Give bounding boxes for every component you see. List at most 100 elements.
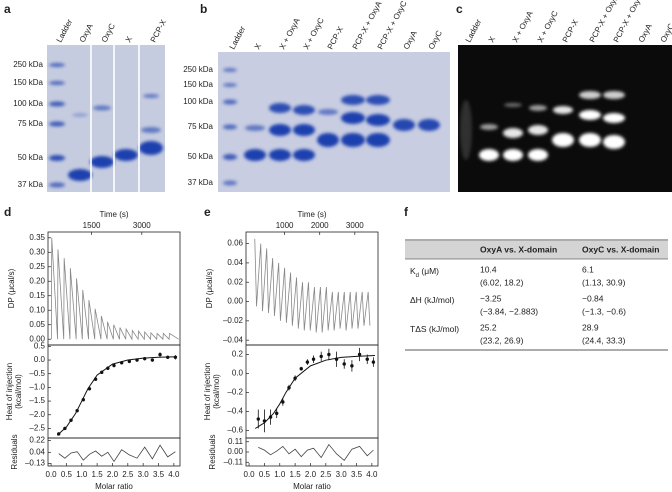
- y-tick-label: –0.6: [227, 426, 243, 435]
- y-axis-label: (kcal/mol): [212, 374, 221, 409]
- data-point: [293, 376, 297, 380]
- x-tick-label: 2.0: [305, 470, 317, 479]
- table-cell: 10.4: [480, 264, 497, 274]
- gel-band: [366, 95, 390, 105]
- table-cell: (−3.84, −2.883): [480, 306, 538, 316]
- lane-label: OxyA: [637, 22, 654, 44]
- data-point: [334, 357, 339, 361]
- data-point: [305, 360, 310, 364]
- table-header-bg: [405, 241, 668, 259]
- lane-label: X + OxyC: [536, 9, 560, 44]
- data-point: [268, 415, 273, 419]
- lane-label: PCP-X: [326, 25, 346, 51]
- lane-label: OxyC: [427, 29, 444, 51]
- table-cell: −0.84: [582, 293, 604, 303]
- data-point: [158, 352, 162, 357]
- data-point: [142, 356, 147, 361]
- splice-line: [113, 45, 115, 192]
- row-label-part: K: [410, 266, 416, 276]
- y-tick-label: –2.0: [29, 410, 45, 419]
- data-point: [281, 400, 285, 404]
- gel-band: [269, 103, 291, 113]
- marker-label: 75 kDa: [18, 119, 44, 128]
- data-point: [327, 352, 331, 357]
- lane-label: PCP-X: [561, 18, 581, 44]
- y-tick-label: 0.20: [29, 276, 45, 285]
- data-point: [342, 362, 346, 366]
- gel-band: [293, 105, 315, 115]
- data-point: [299, 367, 303, 371]
- data-point: [81, 398, 86, 402]
- data-point: [135, 358, 139, 362]
- data-point: [87, 387, 92, 391]
- x-tick-label: 0.0: [244, 470, 256, 479]
- y-tick-label: 0.30: [29, 247, 45, 256]
- y-tick-label: 0.05: [29, 320, 45, 329]
- x-axis-label: Molar ratio: [293, 482, 331, 491]
- gel-band: [72, 113, 88, 117]
- x-tick-label: 3.0: [336, 470, 348, 479]
- y-tick-label: –1.5: [29, 396, 45, 405]
- lane-label: OxyA: [402, 29, 419, 51]
- gel-band: [223, 180, 237, 186]
- gel-image: [218, 52, 450, 192]
- x-tick-label: 2.5: [320, 470, 332, 479]
- x-tick-label: 1500: [83, 221, 101, 230]
- x-tick-label: 4.0: [366, 470, 378, 479]
- x-tick-label: 3.5: [153, 470, 165, 479]
- marker-label: 150 kDa: [183, 80, 213, 89]
- gel-band: [223, 124, 237, 130]
- panel-label: b: [200, 2, 207, 16]
- gel-band: [49, 155, 65, 161]
- gel-band: [68, 169, 92, 181]
- table-cell: (1.13, 30.9): [582, 277, 626, 287]
- table-cell: 25.2: [480, 322, 497, 332]
- x-tick-label: 2000: [311, 221, 329, 230]
- data-point: [350, 364, 354, 368]
- lane-label: X + OxyA: [278, 16, 302, 51]
- gel-band: [269, 149, 291, 161]
- gel-band: [503, 128, 523, 138]
- y-tick-label: 0.00: [227, 447, 243, 456]
- y-tick-label: –1.0: [29, 383, 45, 392]
- data-point: [127, 359, 132, 364]
- data-point: [106, 366, 110, 370]
- y-tick-label: –0.02: [223, 316, 244, 325]
- lane-label: OxyC: [100, 22, 117, 44]
- panel-label: c: [456, 2, 463, 16]
- y-tick-label: 0.00: [227, 297, 243, 306]
- table-cell: (23.2, 26.9): [480, 335, 524, 345]
- y-tick-label: 0.11: [228, 437, 244, 446]
- table-cell: 28.9: [582, 322, 599, 332]
- x-tick-label: 1.5: [290, 470, 302, 479]
- x-axis-label: Molar ratio: [95, 482, 133, 491]
- table-header: OxyA vs. X-domain: [480, 244, 557, 254]
- splice-line: [90, 45, 92, 192]
- gel-band: [90, 156, 114, 168]
- gel-band: [49, 63, 65, 67]
- gel-band: [366, 133, 390, 147]
- marker-label: 250 kDa: [13, 60, 43, 69]
- gel-band: [143, 94, 159, 98]
- gel-band: [223, 68, 237, 72]
- y-tick-label: 0.35: [29, 233, 45, 242]
- gel-band: [245, 125, 265, 131]
- y-tick-label: 0.00: [29, 334, 45, 343]
- x-tick-label: 3.0: [138, 470, 150, 479]
- y-tick-label: 0.02: [227, 277, 243, 286]
- data-point: [256, 417, 260, 421]
- x-axis-label: Time (s): [297, 210, 326, 219]
- marker-label: 37 kDa: [18, 180, 44, 189]
- data-point: [365, 357, 369, 361]
- data-line: [58, 444, 176, 463]
- row-label-part: (μM): [419, 266, 439, 276]
- lane-label: X + OxyA: [511, 9, 535, 44]
- data-point: [287, 386, 291, 390]
- x-tick-label: 2.5: [122, 470, 134, 479]
- marker-label: 100 kDa: [13, 99, 43, 108]
- y-tick-label: –0.13: [25, 459, 46, 468]
- data-point: [63, 426, 67, 431]
- y-axis-label: (kcal/mol): [14, 374, 23, 409]
